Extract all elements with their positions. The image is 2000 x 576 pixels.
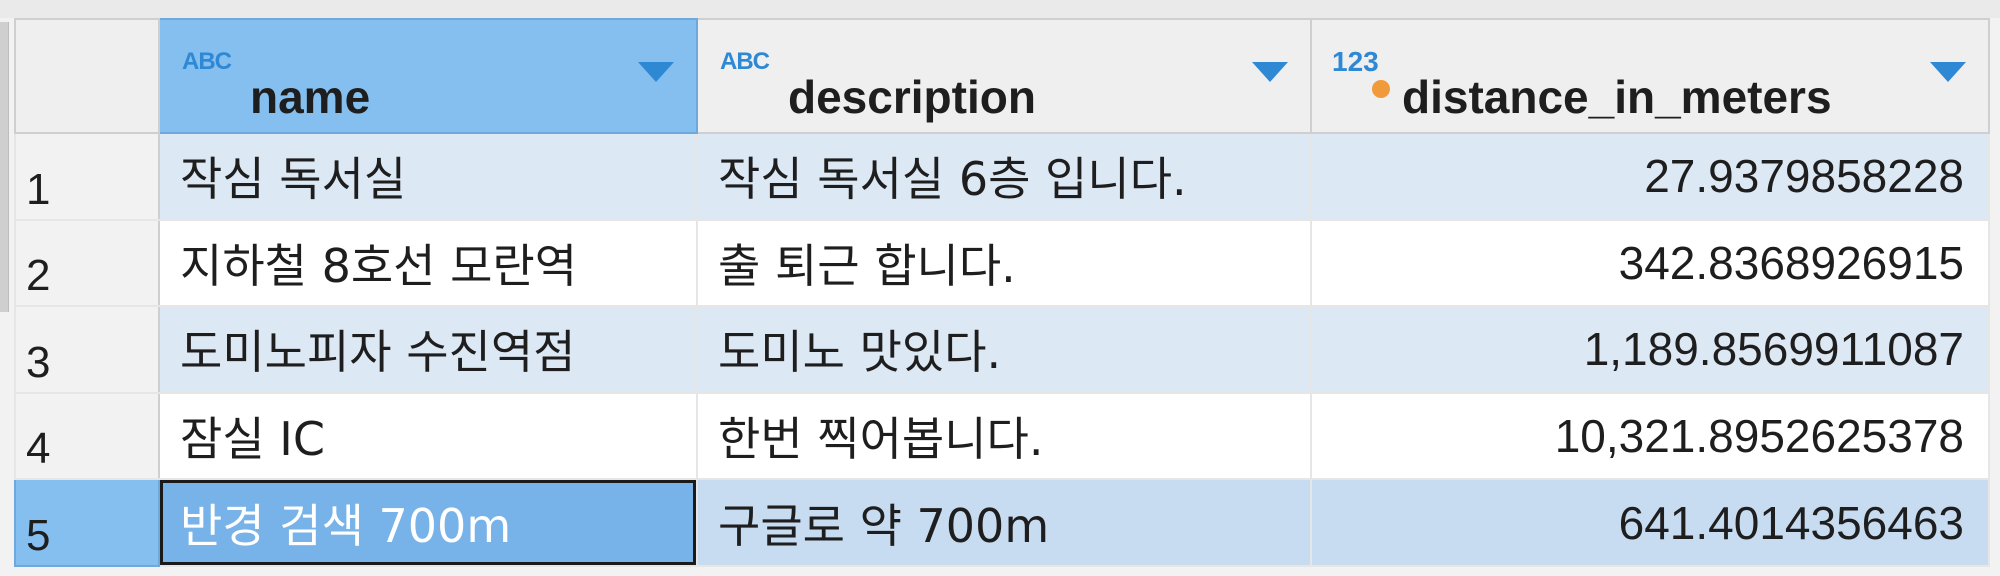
cell-description[interactable]: 출 퇴근 합니다. (696, 218, 1312, 308)
column-header-label: name (250, 71, 371, 123)
panel-top-edge (0, 0, 2000, 18)
table-row[interactable]: 3 도미노피자 수진역점 도미노 맛있다. 1,189.8569911087 (14, 305, 1990, 394)
table-row[interactable]: 4 잠실 IC 한번 찍어봅니다. 10,321.8952625378 (14, 391, 1990, 481)
row-number[interactable]: 5 (14, 478, 160, 567)
column-header-label: distance_in_meters (1402, 71, 1832, 123)
cell-distance[interactable]: 27.9379858228 (1310, 132, 1990, 221)
empty-grid-area (15, 565, 1989, 576)
table-row[interactable]: 1 작심 독서실 작심 독서실 6층 입니다. 27.9379858228 (14, 132, 1990, 221)
empty-cell (1311, 565, 1989, 576)
column-dropdown-icon[interactable] (638, 62, 674, 82)
cell-description[interactable]: 작심 독서실 6층 입니다. (696, 132, 1312, 221)
column-header-name[interactable]: ABC name (158, 18, 698, 134)
text-type-icon: ABC (720, 48, 770, 75)
results-table: ABC name ABC description 123 (14, 18, 1990, 576)
cell-name[interactable]: 작심 독서실 (158, 132, 698, 221)
numeric-type-icon: 123 (1332, 46, 1379, 77)
cell-name[interactable]: 도미노피자 수진역점 (158, 305, 698, 394)
header-row: ABC name ABC description 123 (14, 18, 1990, 134)
table-row[interactable]: 2 지하철 8호선 모란역 출 퇴근 합니다. 342.8368926915 (14, 218, 1990, 308)
cell-distance[interactable]: 10,321.8952625378 (1310, 391, 1990, 481)
empty-cell (697, 565, 1311, 576)
row-number[interactable]: 1 (14, 132, 160, 221)
cell-description[interactable]: 도미노 맛있다. (696, 305, 1312, 394)
cell-description[interactable]: 구글로 약 700m (696, 478, 1312, 567)
column-header-label: description (788, 71, 1036, 123)
cell-distance[interactable]: 1,189.8569911087 (1310, 305, 1990, 394)
row-number[interactable]: 4 (14, 391, 160, 481)
text-type-icon: ABC (182, 48, 232, 75)
cell-name[interactable]: 지하철 8호선 모란역 (158, 218, 698, 308)
table-row-selected[interactable]: 5 반경 검색 700m 구글로 약 700m 641.4014356463 (14, 478, 1990, 567)
cell-description[interactable]: 한번 찍어봅니다. (696, 391, 1312, 481)
column-dropdown-icon[interactable] (1252, 62, 1288, 82)
cell-distance[interactable]: 342.8368926915 (1310, 218, 1990, 308)
column-header-description[interactable]: ABC description (696, 18, 1312, 134)
cell-name-focused[interactable]: 반경 검색 700m (158, 478, 698, 567)
vertical-scrollbar[interactable] (0, 22, 9, 312)
row-number[interactable]: 2 (14, 218, 160, 308)
numeric-indicator-dot-icon (1372, 80, 1390, 98)
empty-cell (15, 565, 159, 576)
cell-name[interactable]: 잠실 IC (158, 391, 698, 481)
empty-cell (159, 565, 697, 576)
cell-distance[interactable]: 641.4014356463 (1310, 478, 1990, 567)
row-number[interactable]: 3 (14, 305, 160, 394)
column-dropdown-icon[interactable] (1930, 62, 1966, 82)
select-all-corner[interactable] (14, 18, 160, 134)
column-header-distance-in-meters[interactable]: 123 distance_in_meters (1310, 18, 1990, 134)
